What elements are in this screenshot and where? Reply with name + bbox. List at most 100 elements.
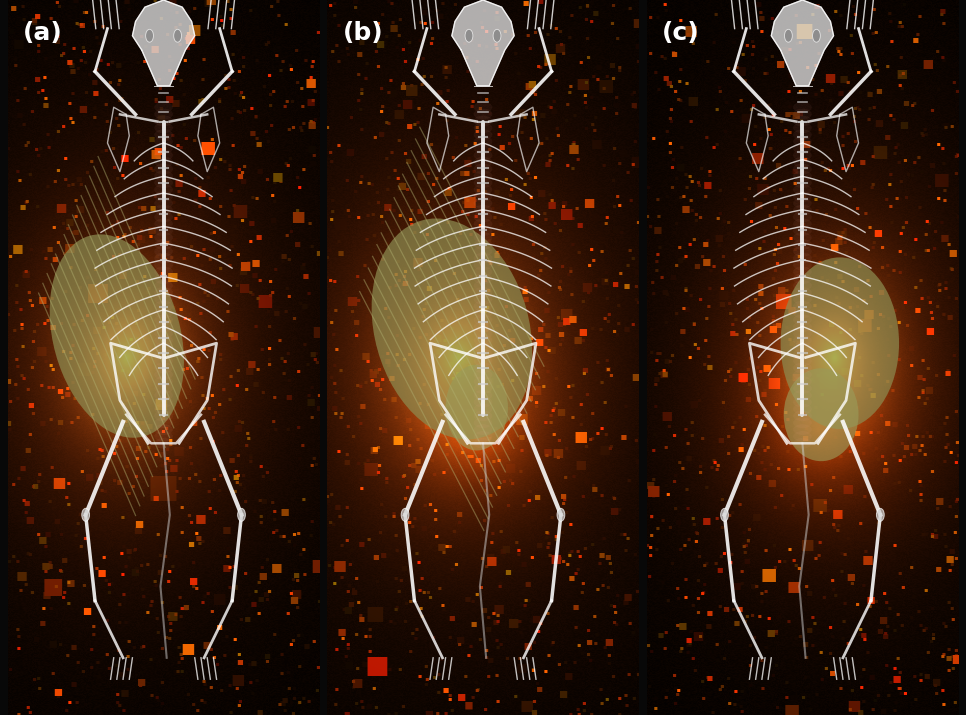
- Ellipse shape: [473, 239, 493, 250]
- Ellipse shape: [155, 253, 173, 264]
- Ellipse shape: [155, 390, 173, 400]
- Ellipse shape: [473, 355, 493, 366]
- Ellipse shape: [155, 116, 173, 127]
- Ellipse shape: [473, 260, 493, 270]
- Ellipse shape: [473, 184, 493, 195]
- Ellipse shape: [793, 109, 811, 119]
- Ellipse shape: [793, 239, 811, 250]
- Ellipse shape: [155, 363, 173, 373]
- Ellipse shape: [793, 225, 811, 236]
- Ellipse shape: [155, 349, 173, 360]
- Ellipse shape: [155, 404, 173, 415]
- Ellipse shape: [473, 438, 493, 449]
- Ellipse shape: [473, 143, 493, 154]
- Ellipse shape: [155, 315, 173, 325]
- Ellipse shape: [793, 315, 811, 325]
- Ellipse shape: [155, 246, 173, 257]
- Ellipse shape: [793, 418, 811, 428]
- Ellipse shape: [155, 335, 173, 346]
- Ellipse shape: [155, 150, 173, 161]
- Ellipse shape: [155, 225, 173, 236]
- Ellipse shape: [473, 397, 493, 408]
- Ellipse shape: [155, 239, 173, 250]
- Ellipse shape: [473, 150, 493, 161]
- Ellipse shape: [155, 184, 173, 195]
- Ellipse shape: [473, 225, 493, 236]
- Ellipse shape: [473, 232, 493, 243]
- Ellipse shape: [155, 267, 173, 277]
- Ellipse shape: [793, 253, 811, 264]
- Ellipse shape: [793, 410, 811, 421]
- Ellipse shape: [473, 102, 493, 112]
- Ellipse shape: [155, 219, 173, 230]
- Ellipse shape: [793, 157, 811, 167]
- Ellipse shape: [155, 177, 173, 188]
- Ellipse shape: [473, 376, 493, 387]
- Ellipse shape: [473, 410, 493, 421]
- Ellipse shape: [155, 424, 173, 435]
- Ellipse shape: [473, 280, 493, 291]
- Ellipse shape: [793, 349, 811, 360]
- Ellipse shape: [473, 177, 493, 188]
- Ellipse shape: [473, 390, 493, 400]
- Ellipse shape: [793, 431, 811, 442]
- Ellipse shape: [473, 287, 493, 297]
- Ellipse shape: [49, 235, 184, 438]
- Ellipse shape: [155, 109, 173, 119]
- Ellipse shape: [793, 212, 811, 222]
- Ellipse shape: [155, 191, 173, 202]
- Ellipse shape: [793, 177, 811, 188]
- Ellipse shape: [155, 260, 173, 270]
- Ellipse shape: [473, 294, 493, 305]
- Ellipse shape: [155, 212, 173, 222]
- Ellipse shape: [238, 508, 245, 521]
- Ellipse shape: [155, 342, 173, 352]
- Ellipse shape: [155, 376, 173, 387]
- Ellipse shape: [155, 370, 173, 380]
- Ellipse shape: [473, 431, 493, 442]
- Ellipse shape: [793, 246, 811, 257]
- Ellipse shape: [155, 232, 173, 243]
- Ellipse shape: [155, 102, 173, 112]
- Ellipse shape: [473, 122, 493, 133]
- Ellipse shape: [155, 204, 173, 215]
- Ellipse shape: [473, 212, 493, 222]
- Ellipse shape: [793, 116, 811, 127]
- Ellipse shape: [793, 342, 811, 352]
- Ellipse shape: [793, 204, 811, 215]
- Ellipse shape: [473, 363, 493, 373]
- Text: (b): (b): [343, 21, 384, 46]
- Ellipse shape: [155, 294, 173, 305]
- Ellipse shape: [793, 102, 811, 112]
- Ellipse shape: [793, 307, 811, 318]
- Ellipse shape: [473, 301, 493, 312]
- Text: (a): (a): [23, 21, 63, 46]
- Ellipse shape: [793, 355, 811, 366]
- Ellipse shape: [793, 129, 811, 140]
- Ellipse shape: [473, 321, 493, 332]
- Ellipse shape: [155, 164, 173, 174]
- Ellipse shape: [793, 198, 811, 209]
- Ellipse shape: [155, 328, 173, 339]
- Ellipse shape: [793, 122, 811, 133]
- Ellipse shape: [793, 438, 811, 449]
- Ellipse shape: [146, 29, 154, 42]
- Ellipse shape: [473, 191, 493, 202]
- Ellipse shape: [793, 136, 811, 147]
- Ellipse shape: [155, 198, 173, 209]
- Ellipse shape: [493, 29, 501, 42]
- Ellipse shape: [155, 321, 173, 332]
- Ellipse shape: [793, 280, 811, 291]
- Ellipse shape: [793, 164, 811, 174]
- Ellipse shape: [793, 424, 811, 435]
- Ellipse shape: [473, 404, 493, 415]
- Ellipse shape: [793, 383, 811, 394]
- Ellipse shape: [155, 307, 173, 318]
- Ellipse shape: [793, 335, 811, 346]
- Ellipse shape: [473, 109, 493, 119]
- Ellipse shape: [155, 418, 173, 428]
- Ellipse shape: [793, 321, 811, 332]
- Ellipse shape: [155, 287, 173, 297]
- Ellipse shape: [155, 273, 173, 284]
- Ellipse shape: [155, 170, 173, 181]
